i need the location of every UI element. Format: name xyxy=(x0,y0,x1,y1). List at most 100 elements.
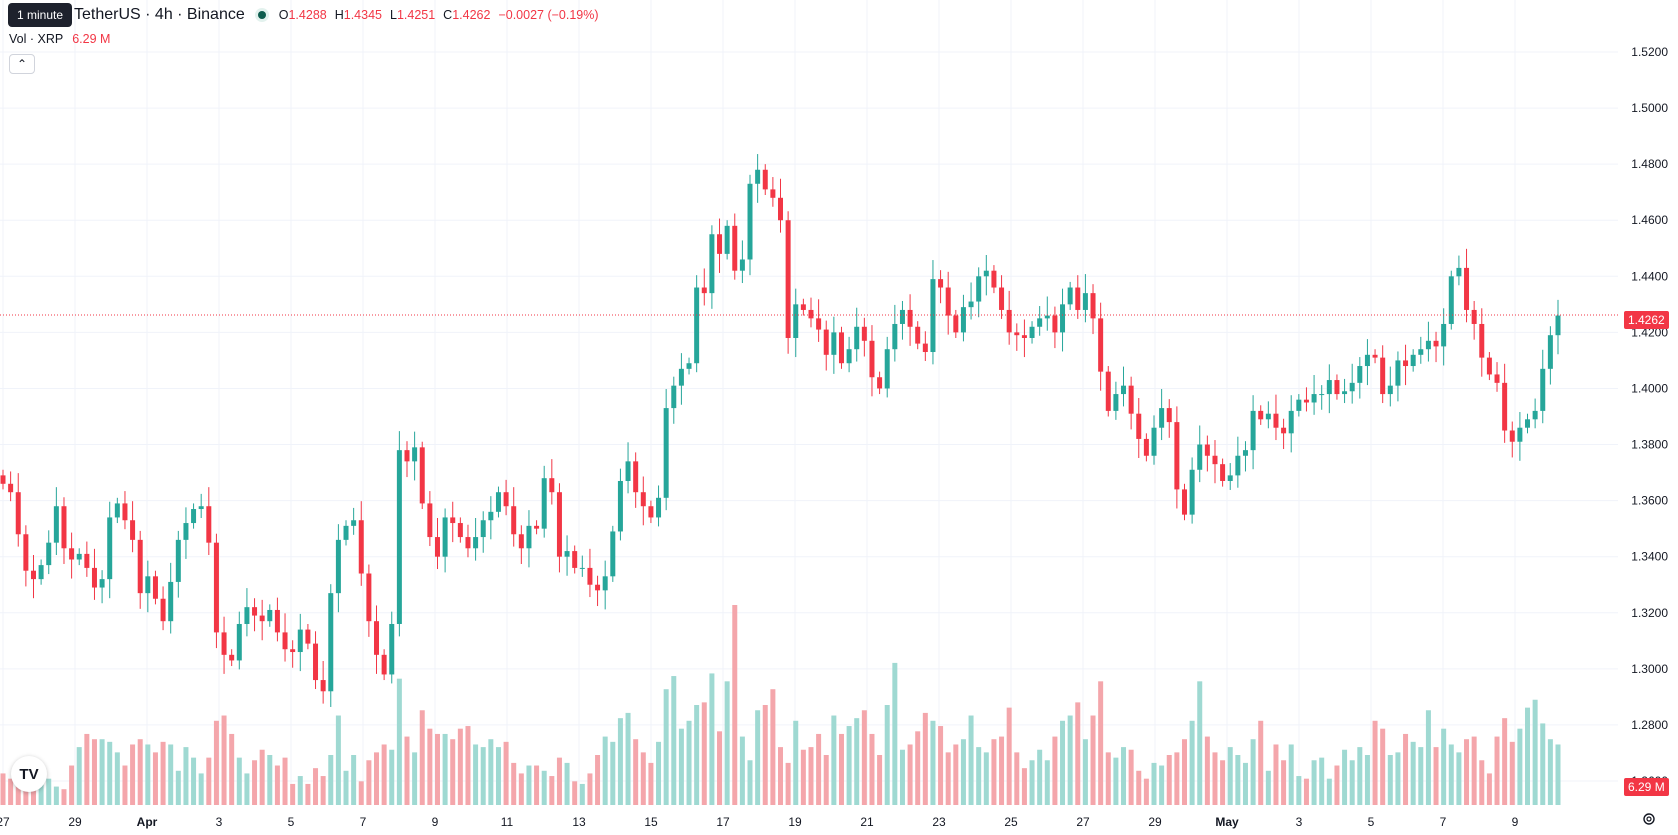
candle-body xyxy=(960,307,966,333)
volume-bar xyxy=(953,744,959,805)
volume-bar xyxy=(114,752,120,805)
candle-body xyxy=(122,503,128,521)
candle-body xyxy=(69,548,75,560)
candle-body xyxy=(572,551,578,568)
candle-body xyxy=(274,609,280,633)
candle-body xyxy=(175,539,181,582)
volume-bar xyxy=(1547,739,1553,805)
candle-body xyxy=(488,511,494,521)
symbol-title[interactable]: TetherUS · 4h · Binance xyxy=(74,6,245,23)
candle-body xyxy=(1410,354,1416,367)
volume-bar xyxy=(755,710,761,805)
volume-label[interactable]: Vol · XRP xyxy=(9,32,64,46)
volume-bar xyxy=(488,739,494,805)
candle-body xyxy=(1540,368,1546,411)
volume-bar xyxy=(572,781,578,805)
volume-bar xyxy=(991,739,997,805)
candle-body xyxy=(1273,413,1279,428)
volume-bar xyxy=(892,662,898,805)
volume-bar xyxy=(130,744,136,805)
volume-bar xyxy=(53,786,59,805)
candle-body xyxy=(816,318,822,330)
volume-bar xyxy=(8,778,14,805)
volume-bar xyxy=(541,770,547,805)
candle-body xyxy=(899,309,905,324)
candle-body xyxy=(1067,287,1073,305)
volume-bar xyxy=(625,712,631,805)
candle-body xyxy=(313,643,319,681)
volume-bar xyxy=(694,705,700,805)
candle-body xyxy=(8,483,14,493)
volume-bar xyxy=(427,728,433,805)
volume-bar xyxy=(838,733,844,805)
candle-body xyxy=(1387,385,1393,395)
market-status-icon[interactable] xyxy=(254,8,269,22)
candle-body xyxy=(358,520,364,574)
high-label: H xyxy=(334,8,344,22)
candle-body xyxy=(1288,410,1294,434)
volume-bar xyxy=(183,747,189,805)
y-tick-label: 1.4000 xyxy=(1631,381,1668,395)
volume-bar xyxy=(412,752,418,805)
y-tick-label: 1.2800 xyxy=(1631,718,1668,732)
volume-bar xyxy=(313,768,319,805)
volume-bar xyxy=(1060,720,1066,805)
candle-body xyxy=(366,573,372,622)
volume-bar xyxy=(907,744,913,805)
candle-body xyxy=(991,270,997,288)
x-tick-label: 3 xyxy=(216,815,223,829)
volume-bar xyxy=(633,739,639,805)
candle-body xyxy=(152,576,158,599)
x-tick-label: 15 xyxy=(644,815,658,829)
candle-body xyxy=(450,517,456,524)
candle-body xyxy=(183,523,189,540)
close-label: C xyxy=(443,8,453,22)
tradingview-logo-icon[interactable]: TV xyxy=(11,756,47,792)
volume-bar xyxy=(1387,755,1393,805)
volume-bar xyxy=(1098,681,1104,805)
open-label: O xyxy=(278,8,289,22)
volume-bar xyxy=(960,739,966,805)
x-tick-label: 27 xyxy=(1076,815,1090,829)
candle-body xyxy=(968,301,974,308)
volume-bar xyxy=(549,776,555,805)
volume-bar xyxy=(351,755,357,805)
settings-gear-icon[interactable] xyxy=(1642,812,1656,826)
volume-bar xyxy=(1136,770,1142,805)
volume-bar xyxy=(1486,773,1492,805)
volume-bar xyxy=(1067,715,1073,805)
volume-bar xyxy=(968,715,974,805)
volume-bar xyxy=(1456,752,1462,805)
candle-body xyxy=(762,169,768,190)
candle-body xyxy=(1441,323,1447,347)
volume-bar xyxy=(1014,752,1020,805)
volume-bar xyxy=(1037,749,1043,805)
volume-bar xyxy=(91,739,97,805)
candle-body xyxy=(1098,318,1104,372)
x-tick-label: 19 xyxy=(788,815,802,829)
candle-body xyxy=(793,304,799,338)
collapse-legend-button[interactable]: ⌃ xyxy=(9,54,35,74)
candle-body xyxy=(290,649,296,653)
volume-bar xyxy=(610,741,616,805)
candle-body xyxy=(168,581,174,622)
candle-body xyxy=(1372,354,1378,358)
candle-body xyxy=(1395,360,1401,386)
candle-body xyxy=(1075,287,1081,310)
candle-body xyxy=(701,287,707,294)
candle-body xyxy=(396,450,402,624)
candle-body xyxy=(1303,399,1309,403)
volume-bar xyxy=(1334,765,1340,805)
candle-body xyxy=(617,480,623,532)
candle-body xyxy=(656,497,662,518)
candle-body xyxy=(198,506,204,510)
candle-body xyxy=(1143,438,1149,456)
candle-body xyxy=(1418,349,1424,355)
candle-body xyxy=(709,234,715,294)
candle-body xyxy=(84,553,90,568)
volume-bar xyxy=(526,765,532,805)
candle-body xyxy=(442,517,448,557)
volume-bar xyxy=(778,747,783,805)
candle-body xyxy=(1265,413,1271,420)
